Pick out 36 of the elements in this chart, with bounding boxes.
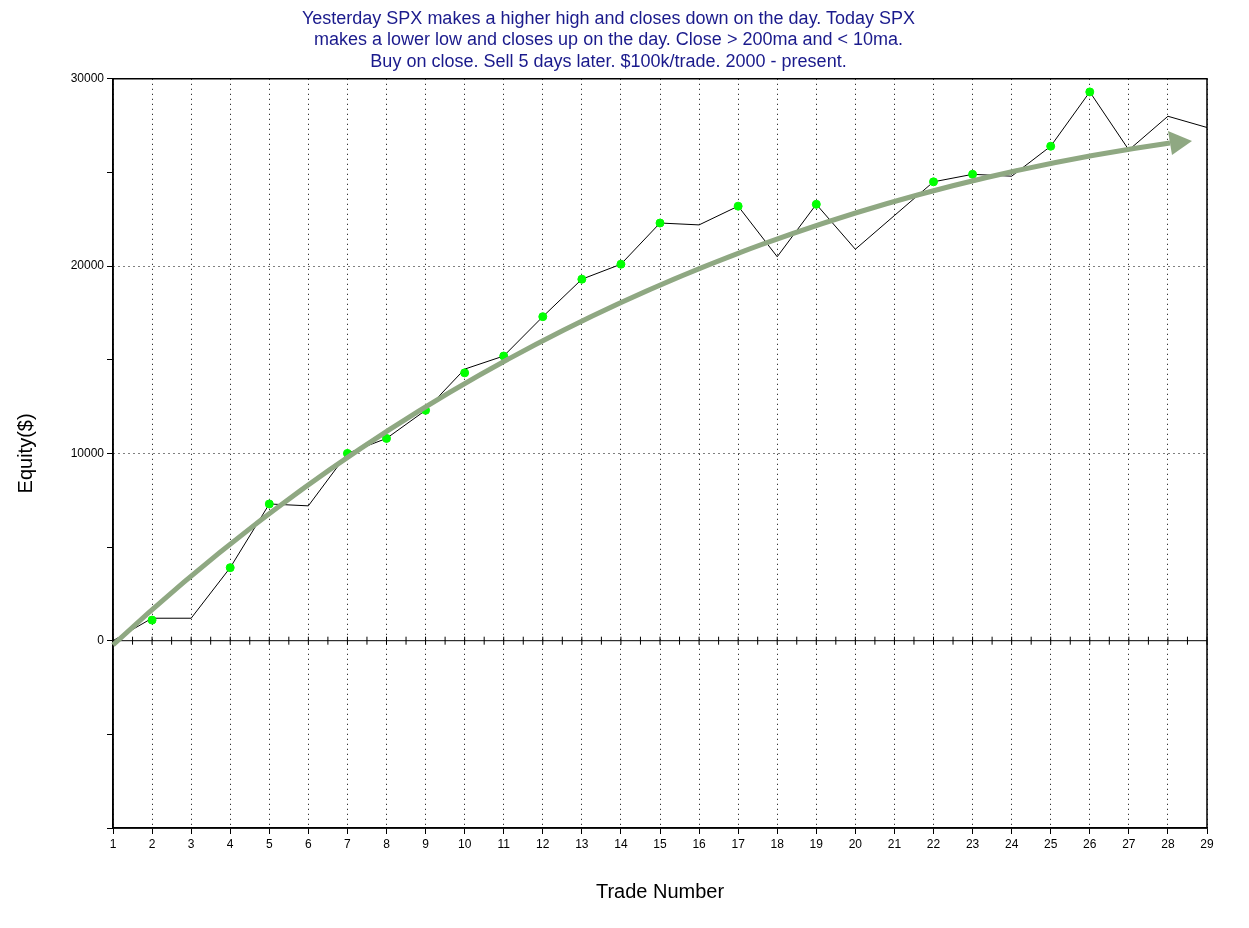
x-tick-label: 21 (887, 836, 902, 851)
x-tick-label: 11 (497, 836, 511, 851)
y-tick-label: 20000 (70, 258, 105, 273)
x-tick-label: 29 (1200, 836, 1214, 851)
x-tick-label: 19 (809, 836, 824, 851)
x-tick-label: 4 (226, 836, 234, 851)
x-tick-label: 10 (457, 836, 472, 851)
x-tick-label: 9 (422, 836, 430, 851)
x-tick-label: 15 (653, 836, 667, 851)
x-tick-label: 26 (1083, 836, 1097, 851)
x-axis-title: Trade Number (595, 879, 725, 902)
x-tick-label: 7 (344, 836, 352, 851)
y-tick-label: 0 (97, 633, 105, 648)
x-tick-label: 22 (926, 836, 941, 851)
x-tick-label: 25 (1044, 836, 1058, 851)
x-tick-label: 27 (1122, 836, 1136, 851)
chart-title: Yesterday SPX makes a higher high and closes down on the day. Today SPX makes a lower low and closes up on the day. Close > 200ma and < 10ma. Buy on close. Sell 5 days later. $100k/trade. 2000 - present. (301, 7, 916, 71)
x-tick-label: 13 (575, 836, 589, 851)
y-tick-label: 30000 (70, 71, 105, 86)
x-tick-label: 17 (731, 836, 746, 851)
x-tick-label: 28 (1161, 836, 1175, 851)
x-tick-label: 20 (848, 836, 863, 851)
x-tick-label: 6 (305, 836, 313, 851)
x-tick-label: 16 (692, 836, 707, 851)
x-tick-label: 2 (148, 836, 156, 851)
x-tick-label: 12 (536, 836, 550, 851)
x-tick-label: 3 (187, 836, 195, 851)
x-tick-label: 18 (770, 836, 785, 851)
x-tick-label: 23 (965, 836, 980, 851)
x-tick-label: 5 (265, 836, 273, 851)
x-tick-label: 24 (1004, 836, 1019, 851)
y-tick-label: 10000 (70, 445, 105, 460)
x-tick-label: 1 (109, 836, 117, 851)
x-tick-label: 14 (614, 836, 628, 851)
x-tick-label: 8 (383, 836, 391, 851)
y-axis-title: Equity($) (13, 413, 36, 494)
